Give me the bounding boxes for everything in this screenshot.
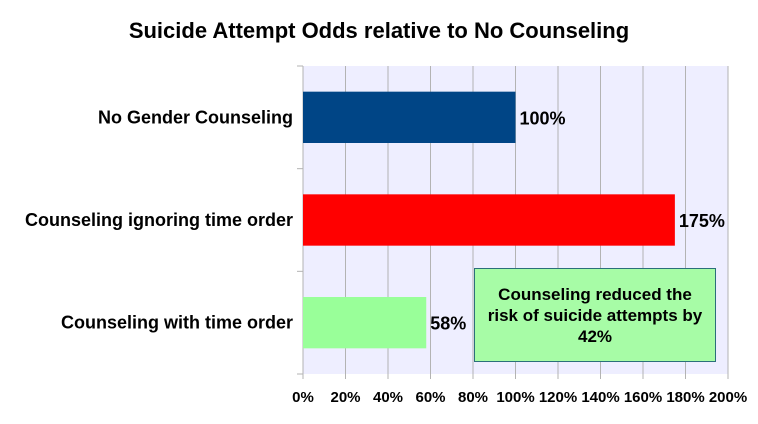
x-tick-label: 200% <box>709 389 747 406</box>
x-tick-label: 180% <box>666 389 704 406</box>
category-label: No Gender Counseling <box>98 107 293 127</box>
x-tick-label: 20% <box>330 389 360 406</box>
x-tick-label: 140% <box>581 389 619 406</box>
category-label: Counseling ignoring time order <box>25 210 293 230</box>
bar <box>303 297 427 349</box>
category-label: Counseling with time order <box>61 313 293 333</box>
x-tick-label: 80% <box>458 389 488 406</box>
data-label: 175% <box>679 211 725 231</box>
x-tick-label: 40% <box>373 389 403 406</box>
x-tick-label: 0% <box>292 389 314 406</box>
bar <box>303 194 675 246</box>
annotation-box: Counseling reduced the risk of suicide a… <box>474 268 716 362</box>
x-tick-label: 100% <box>496 389 534 406</box>
x-tick-label: 120% <box>539 389 577 406</box>
x-tick-label: 60% <box>415 389 445 406</box>
bar <box>303 91 516 143</box>
data-label: 100% <box>520 108 566 128</box>
chart-title: Suicide Attempt Odds relative to No Coun… <box>128 18 630 43</box>
data-label: 58% <box>430 314 466 334</box>
x-tick-label: 160% <box>624 389 662 406</box>
